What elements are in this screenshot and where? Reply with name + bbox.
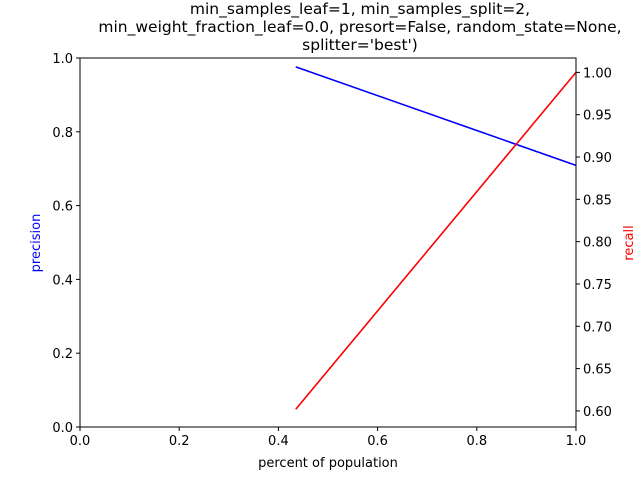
left-y-axis-ticks: 0.0 0.2 0.4 0.6 0.8 1.0 [52, 52, 80, 436]
series-layer [295, 66, 577, 410]
chart-title-line-3: splitter='best') [302, 36, 418, 54]
precision-series-line [295, 66, 577, 167]
right-y-tick-label: 0.80 [583, 236, 612, 251]
left-y-tick-label: 0.2 [52, 347, 73, 362]
left-y-tick-label: 0.0 [52, 421, 73, 436]
right-y-tick-label: 0.75 [583, 278, 612, 293]
x-axis-label: percent of population [258, 456, 398, 471]
x-tick-label: 0.4 [268, 434, 289, 449]
x-tick-label: 0.6 [367, 434, 388, 449]
right-y-axis-label: recall [622, 225, 637, 260]
x-axis-ticks: 0.0 0.2 0.4 0.6 0.8 1.0 [70, 427, 587, 449]
right-y-tick-label: 0.70 [583, 320, 612, 335]
x-tick-label: 1.0 [566, 434, 587, 449]
right-y-tick-label: 0.95 [583, 109, 612, 124]
left-y-tick-label: 0.8 [52, 126, 73, 141]
left-y-axis-label: precision [29, 214, 44, 273]
right-y-tick-label: 0.90 [583, 151, 612, 166]
recall-series-line [295, 71, 577, 410]
right-y-axis-ticks: 0.60 0.65 0.70 0.75 0.80 0.85 0.90 0.95 1.00 [576, 66, 612, 420]
x-tick-label: 0.0 [70, 434, 91, 449]
left-y-tick-label: 1.0 [52, 52, 73, 67]
right-y-tick-label: 0.60 [583, 405, 612, 420]
right-y-tick-label: 0.65 [583, 363, 612, 378]
x-tick-label: 0.2 [169, 434, 190, 449]
plot-frame [79, 57, 577, 428]
left-y-tick-label: 0.6 [52, 200, 73, 215]
chart-title-line-2: min_weight_fraction_leaf=0.0, presort=Fa… [98, 18, 621, 37]
right-y-tick-label: 0.85 [583, 193, 612, 208]
right-y-tick-label: 1.00 [583, 66, 612, 81]
x-tick-label: 0.8 [466, 434, 487, 449]
chart-title-line-1: min_samples_leaf=1, min_samples_split=2, [190, 0, 530, 19]
left-y-tick-label: 0.4 [52, 273, 73, 288]
